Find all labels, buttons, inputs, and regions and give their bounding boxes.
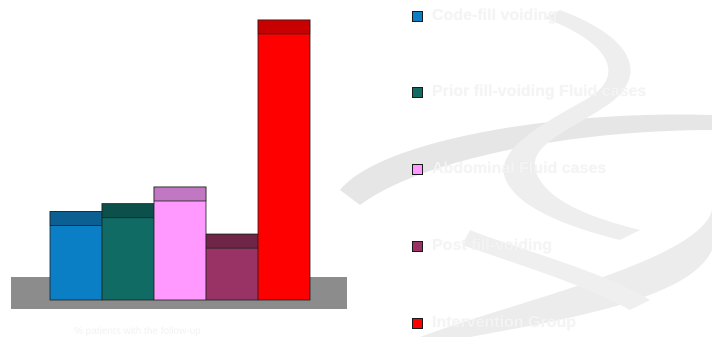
bar-2 <box>101 203 155 301</box>
legend-label-4: Post fill-voiding <box>432 237 552 254</box>
bar-5 <box>257 19 311 301</box>
legend-swatch-3 <box>412 163 423 175</box>
legend-label-5: Intervention Group <box>432 314 576 331</box>
bar-1 <box>49 211 103 301</box>
bar-top-2 <box>101 203 155 219</box>
bar-top-5 <box>257 19 311 35</box>
legend-item-2: Prior fill-voiding Fluid cases <box>412 80 646 104</box>
bar-4 <box>205 233 259 301</box>
bar-top-1 <box>49 211 103 226</box>
bar-body-2 <box>101 203 155 301</box>
bar-top-3 <box>153 186 207 202</box>
legend-item-5: Intervention Group <box>412 311 576 335</box>
legend-swatch-5 <box>412 317 423 329</box>
legend-item-1: Code-fill voiding <box>412 4 557 28</box>
chart-footnote: % patients with the follow-up <box>74 326 201 337</box>
legend-swatch-2 <box>412 86 423 98</box>
bar-body-5 <box>257 19 311 301</box>
chart-legend: Code-fill voiding Prior fill-voiding Flu… <box>412 0 712 337</box>
legend-label-3: Abdominal Fluid cases <box>432 160 607 177</box>
legend-swatch-4 <box>412 240 423 252</box>
legend-item-4: Post fill-voiding <box>412 234 552 258</box>
bar-body-3 <box>153 186 207 301</box>
legend-label-2: Prior fill-voiding Fluid cases <box>432 83 647 100</box>
legend-swatch-1 <box>412 10 423 22</box>
legend-item-3: Abdominal Fluid cases <box>412 157 606 181</box>
legend-label-1: Code-fill voiding <box>432 7 558 24</box>
bar-chart <box>11 19 347 309</box>
bar-top-4 <box>205 233 259 249</box>
bar-3 <box>153 186 207 301</box>
